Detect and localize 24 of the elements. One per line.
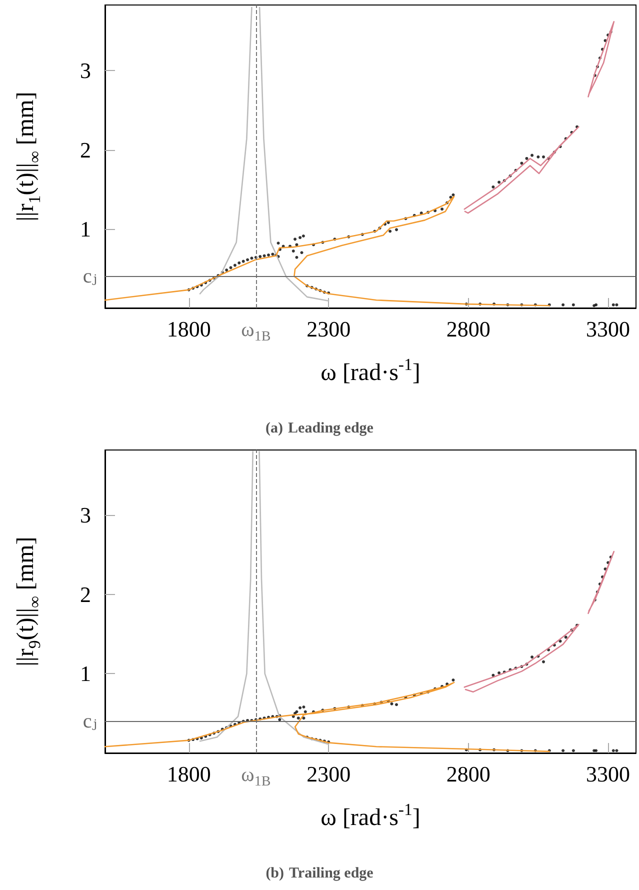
x-tick-label: 1800 [166,762,211,786]
x-tick-label: 1800 [166,316,211,342]
x-tick-label: 3300 [586,316,630,342]
y-tick-label: 2 [80,137,91,162]
y-axis-title: ||r9(t)||∞ [mm] [13,536,44,666]
x-tick-label: 2300 [306,316,351,342]
x-tick-label: 2300 [306,762,351,786]
line-series [464,126,580,214]
ref-line-label: cⱼ [82,710,97,732]
ref-line-label: cⱼ [82,265,97,288]
line-series [464,624,580,693]
y-tick-label: 2 [80,582,91,607]
text: (b) Trailing edge [266,866,374,882]
y-tick-label: 1 [80,661,91,686]
line-series [588,550,615,614]
x-tick-label: 2800 [446,316,490,342]
line-series [588,20,615,98]
y-tick-label: 1 [80,216,91,242]
text: (a) Leading edge [266,420,374,436]
x-tick-label: 2800 [446,762,490,786]
x-tick-label: 3300 [586,762,630,786]
y-axis-title: ||r1(t)||∞ [mm] [13,92,44,222]
y-tick-label: 3 [80,58,91,84]
y-tick-label: 3 [80,502,91,528]
